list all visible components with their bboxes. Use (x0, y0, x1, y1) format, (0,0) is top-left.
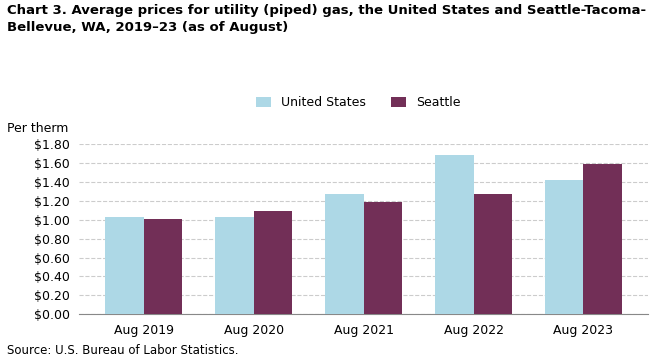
Bar (473, 194, 512, 314)
Bar (215, 217, 254, 314)
Bar (325, 194, 364, 314)
Text: Per therm: Per therm (7, 122, 68, 135)
Bar (105, 217, 143, 314)
Text: Source: U.S. Bureau of Labor Statistics.: Source: U.S. Bureau of Labor Statistics. (7, 344, 238, 357)
Bar (254, 211, 292, 314)
Text: Chart 3. Average prices for utility (piped) gas, the United States and Seattle-T: Chart 3. Average prices for utility (pip… (7, 4, 646, 34)
Bar (364, 202, 402, 314)
Legend: United States, Seattle: United States, Seattle (256, 96, 461, 109)
Bar (435, 155, 473, 314)
Bar (545, 180, 584, 314)
Bar (584, 164, 622, 314)
Bar (143, 219, 182, 314)
